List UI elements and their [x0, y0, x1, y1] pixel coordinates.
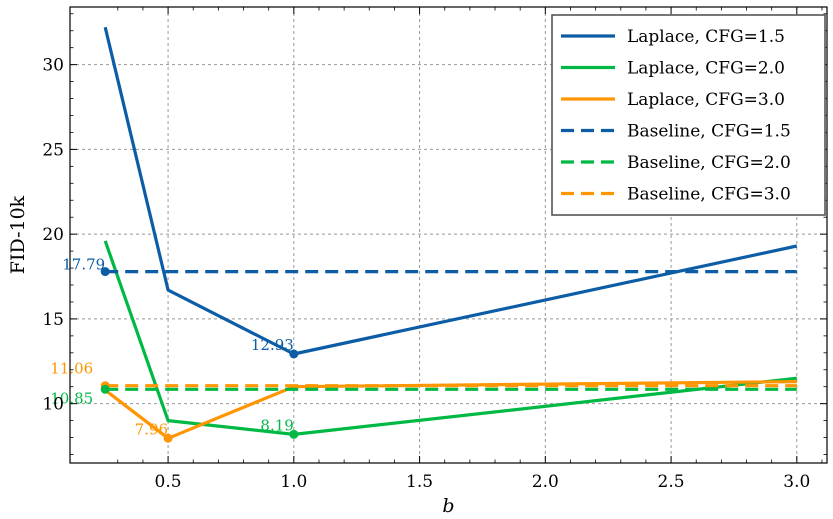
- y-tick-label: 10: [42, 395, 64, 415]
- x-tick-label: 2.0: [532, 472, 559, 492]
- axes-frame: [69, 6, 828, 464]
- x-axis-label: b: [442, 495, 454, 517]
- legend-entry: Baseline, CFG=2.0: [627, 153, 791, 173]
- data-point-marker: [100, 267, 110, 277]
- legend-entry: Baseline, CFG=1.5: [627, 122, 791, 142]
- y-tick-label: 30: [42, 56, 64, 76]
- axis-ticks: 0.5 1.0 1.5 2.0 2.5 3.0 10 15 20 25 30: [42, 7, 827, 492]
- legend: Laplace, CFG=1.5 Laplace, CFG=2.0 Laplace,…: [551, 14, 826, 216]
- legend-entry: Laplace, CFG=3.0: [627, 90, 785, 110]
- data-point-marker: [163, 433, 173, 443]
- y-tick-label: 25: [42, 140, 64, 160]
- data-point-marker: [100, 384, 110, 394]
- x-tick-label: 0.5: [155, 472, 182, 492]
- legend-entry: Baseline, CFG=3.0: [627, 185, 791, 205]
- y-tick-label: 15: [42, 310, 64, 330]
- legend-entry: Laplace, CFG=2.0: [627, 59, 785, 79]
- x-tick-label: 2.5: [658, 472, 685, 492]
- data-label: 7.96: [135, 420, 168, 438]
- y-tick-label: 20: [42, 225, 64, 245]
- x-tick-label: 1.0: [280, 472, 307, 492]
- data-label: 11.06: [50, 360, 93, 378]
- legend-box: [551, 14, 826, 216]
- plot-area: 17.79 12.93 11.06 10.85 7.96 8.19: [50, 26, 798, 443]
- data-point-marker: [289, 429, 299, 439]
- data-label: 8.19: [260, 416, 293, 434]
- x-tick-label: 1.5: [406, 472, 433, 492]
- series-line-1: [103, 26, 798, 356]
- legend-entry: Laplace, CFG=1.5: [627, 27, 785, 47]
- data-point-marker: [289, 349, 299, 359]
- data-label: 17.79: [62, 256, 105, 274]
- data-label: 10.85: [50, 389, 93, 407]
- series-line-2: [103, 240, 797, 436]
- y-axis-label: FID-10k: [7, 195, 29, 274]
- data-label: 12.93: [251, 336, 294, 354]
- x-tick-label: 3.0: [783, 472, 810, 492]
